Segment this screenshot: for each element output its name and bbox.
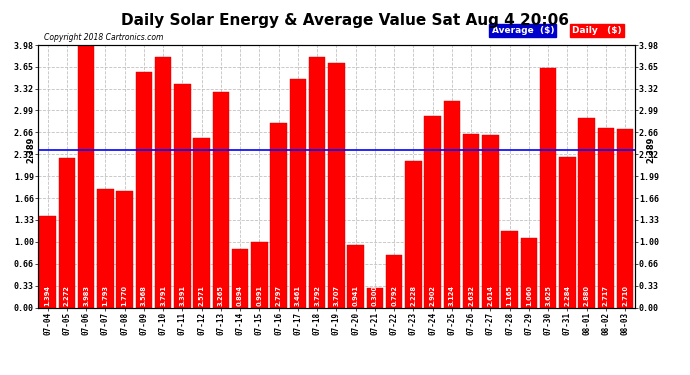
Text: 2.797: 2.797 xyxy=(275,285,282,306)
Text: 2.272: 2.272 xyxy=(64,285,70,306)
Text: 2.228: 2.228 xyxy=(411,285,416,306)
Bar xyxy=(213,92,229,308)
Bar xyxy=(386,255,402,308)
Bar xyxy=(117,191,132,308)
Bar xyxy=(559,157,575,308)
Text: 2.632: 2.632 xyxy=(468,285,474,306)
Bar xyxy=(193,138,210,308)
Bar xyxy=(309,57,325,308)
Text: 1.793: 1.793 xyxy=(102,285,108,306)
Text: 2.710: 2.710 xyxy=(622,285,628,306)
Text: 3.568: 3.568 xyxy=(141,285,147,306)
Text: Daily   ($): Daily ($) xyxy=(572,26,622,35)
Bar xyxy=(463,134,480,308)
Bar xyxy=(521,238,537,308)
Text: Copyright 2018 Cartronics.com: Copyright 2018 Cartronics.com xyxy=(44,33,164,42)
Text: 0.991: 0.991 xyxy=(257,285,262,306)
Bar xyxy=(502,231,518,308)
Text: Daily Solar Energy & Average Value Sat Aug 4 20:06: Daily Solar Energy & Average Value Sat A… xyxy=(121,13,569,28)
Text: 3.983: 3.983 xyxy=(83,285,89,306)
Text: 3.707: 3.707 xyxy=(333,285,339,306)
Bar xyxy=(174,84,190,308)
Text: 3.124: 3.124 xyxy=(449,285,455,306)
Bar xyxy=(540,68,556,308)
Bar xyxy=(617,129,633,308)
Text: 2.614: 2.614 xyxy=(487,285,493,306)
Text: 3.792: 3.792 xyxy=(314,285,320,306)
Bar xyxy=(97,189,114,308)
Bar xyxy=(232,249,248,308)
Text: 3.625: 3.625 xyxy=(545,285,551,306)
Text: 1.770: 1.770 xyxy=(121,285,128,306)
Text: 3.391: 3.391 xyxy=(179,285,186,306)
Text: 2.389: 2.389 xyxy=(647,137,656,163)
Text: 2.902: 2.902 xyxy=(430,285,435,306)
Bar xyxy=(348,245,364,308)
Bar xyxy=(290,79,306,308)
Bar xyxy=(136,72,152,308)
Text: 0.941: 0.941 xyxy=(353,285,359,306)
Bar xyxy=(482,135,499,308)
Bar xyxy=(366,288,383,308)
Bar xyxy=(578,117,595,308)
Bar xyxy=(78,45,95,308)
Bar xyxy=(405,160,422,308)
Text: 1.165: 1.165 xyxy=(506,285,513,306)
Bar xyxy=(155,57,171,308)
Bar xyxy=(39,216,56,308)
Text: 1.394: 1.394 xyxy=(45,285,50,306)
Text: 1.060: 1.060 xyxy=(526,285,532,306)
Text: Average  ($): Average ($) xyxy=(491,26,554,35)
Bar xyxy=(444,102,460,308)
Text: 3.265: 3.265 xyxy=(218,285,224,306)
Bar xyxy=(251,242,268,308)
Bar xyxy=(270,123,287,308)
Bar xyxy=(59,158,75,308)
Bar xyxy=(424,116,441,308)
Text: 2.717: 2.717 xyxy=(603,285,609,306)
Text: 0.300: 0.300 xyxy=(372,285,378,306)
Bar xyxy=(328,63,344,308)
Text: 2.571: 2.571 xyxy=(199,285,205,306)
Text: 0.792: 0.792 xyxy=(391,285,397,306)
Text: 2.284: 2.284 xyxy=(564,285,571,306)
Text: 3.791: 3.791 xyxy=(160,285,166,306)
Text: 2.880: 2.880 xyxy=(584,285,590,306)
Text: 0.894: 0.894 xyxy=(237,285,243,306)
Bar xyxy=(598,128,614,308)
Text: 2.389: 2.389 xyxy=(26,137,35,163)
Text: 3.461: 3.461 xyxy=(295,285,301,306)
